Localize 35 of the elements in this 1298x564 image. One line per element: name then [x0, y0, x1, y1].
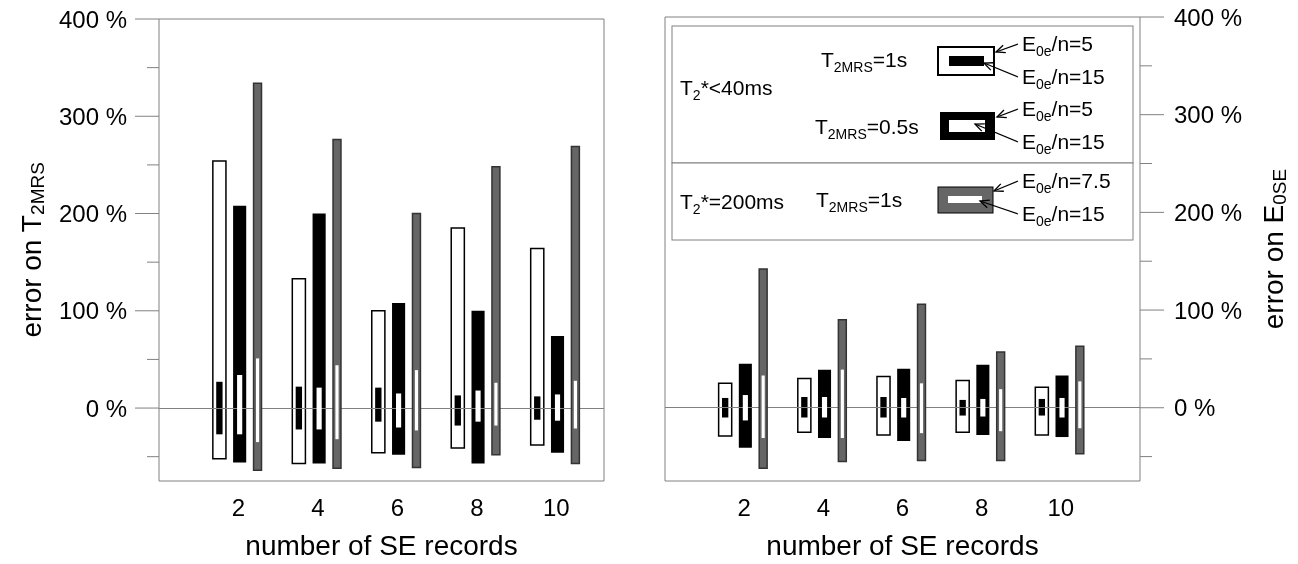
annotation: T$_{2MRS}$=0.5s	[815, 115, 919, 142]
x-tick-label: 2	[231, 493, 246, 521]
annotation: T$_{2MRS}$=1s	[816, 188, 903, 215]
y2-axis-title: error on E0SE	[1258, 168, 1290, 330]
annotation: T$_{2}$*=200ms	[680, 190, 785, 217]
x-tick-label: 4	[816, 493, 831, 521]
y2-tick-label: 100 %	[1174, 296, 1243, 324]
y2-tick-label: 300 %	[1174, 101, 1243, 129]
x-tick-label: 6	[390, 493, 405, 521]
y2-tick-label: 0 %	[1174, 394, 1216, 422]
annotation: E$_{0e}$/n=15	[1022, 130, 1105, 157]
x-tick-label: 2	[737, 493, 751, 521]
y-tick-label: 200 %	[58, 200, 127, 228]
annotation: E$_{0e}$/n=15	[1022, 65, 1105, 92]
y-tick-label: 0 %	[85, 394, 127, 422]
y-tick-label: 400 %	[58, 5, 127, 33]
y-tick-label: 100 %	[58, 297, 127, 325]
annotation: T$_{2}$*<40ms	[680, 76, 773, 103]
y-tick-label: 300 %	[58, 102, 127, 130]
x-tick-label: 10	[1047, 493, 1075, 521]
x-tick-label: 6	[895, 493, 910, 521]
y-axis-title: error on T2MRS	[16, 162, 48, 338]
y2-tick-label: 400 %	[1174, 3, 1243, 31]
annotation: E$_{0e}$/n=5	[1022, 97, 1094, 124]
annotation: E$_{0e}$/n=15	[1022, 202, 1105, 229]
x-tick-label: 8	[974, 493, 989, 521]
x-axis-title: number of SE records	[766, 529, 1039, 561]
x-tick-label: 8	[470, 493, 484, 521]
x-tick-label: 4	[311, 493, 325, 521]
annotation: E$_{0e}$/n=5	[1022, 32, 1094, 59]
x-axis-title: number of SE records	[245, 529, 518, 561]
x-tick-label: 10	[542, 493, 570, 521]
y2-tick-label: 200 %	[1174, 198, 1243, 226]
annotation: E$_{0e}$/n=7.5	[1022, 169, 1111, 196]
annotation: T$_{2MRS}$=1s	[821, 48, 908, 75]
